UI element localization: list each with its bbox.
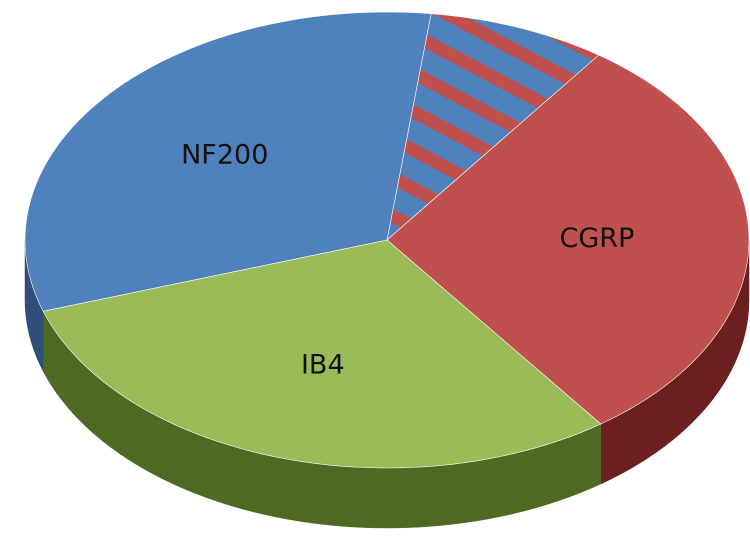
- slice: [42, 239, 602, 469]
- slice-label: IB4: [301, 349, 345, 380]
- slice-label: NF200: [181, 140, 268, 171]
- slice: [386, 54, 750, 425]
- slice: [386, 13, 600, 241]
- slice: [24, 11, 432, 312]
- slice-label: CGRP: [560, 223, 635, 254]
